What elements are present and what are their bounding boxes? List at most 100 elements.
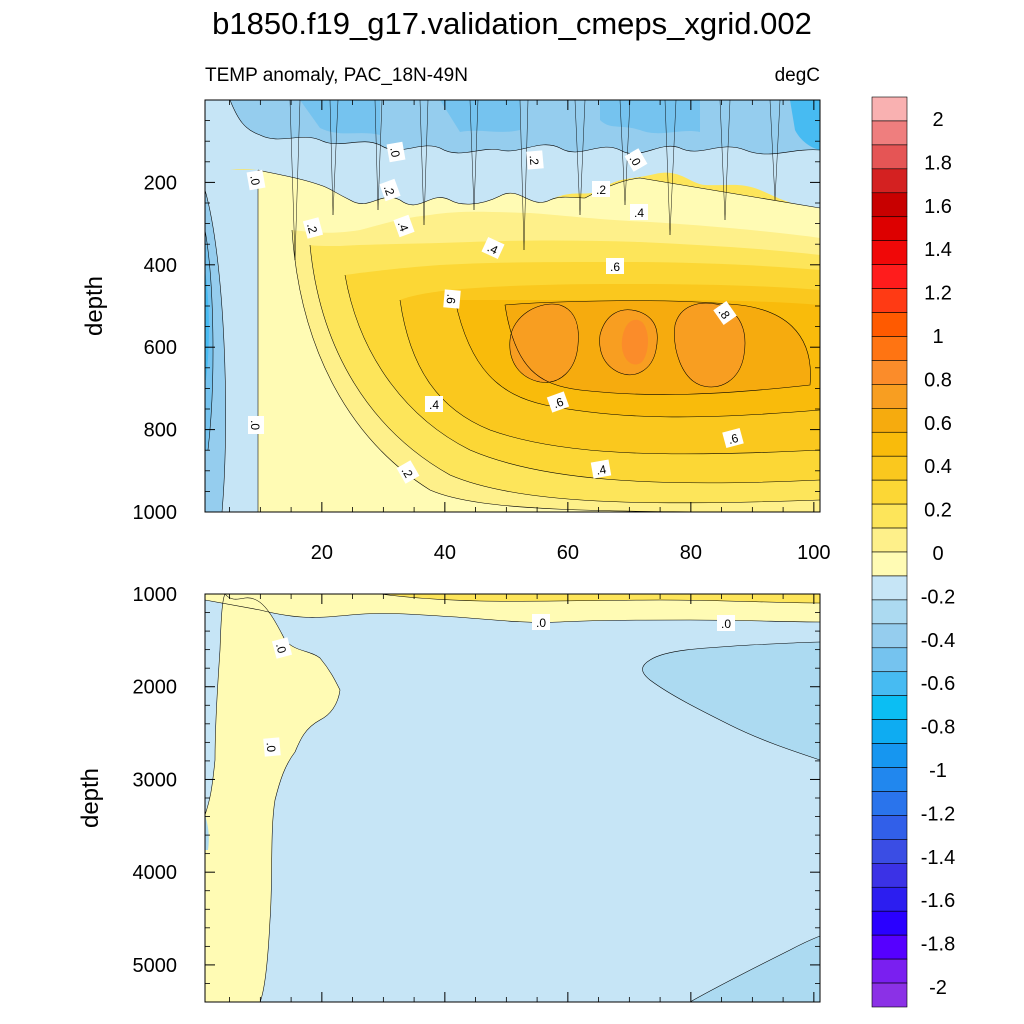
colorbar-swatch [871, 96, 908, 122]
colorbar-swatch [871, 312, 908, 337]
colorbar-tick-label: 2 [932, 109, 943, 131]
upper-contour-label-box [393, 214, 415, 238]
lower-y-tick-label: 1000 [133, 584, 178, 606]
upper-contour-label-box [713, 301, 737, 325]
upper-contour-label-box [425, 396, 443, 412]
colorbar-tick-label: -0.4 [921, 630, 955, 652]
colorbar-swatch [871, 767, 908, 792]
upper-contour-label-box [630, 204, 648, 220]
upper-contour-label: .4 [425, 396, 443, 412]
colorbar-tick-label: -0.6 [921, 673, 955, 695]
upper-contour-label: .2 [592, 181, 610, 197]
colorbar-swatch [871, 144, 908, 170]
colorbar-swatch [871, 527, 908, 553]
upper-contour-label: .2 [302, 217, 324, 239]
figure-title: b1850.f19_g17.validation_cmeps_xgrid.002 [212, 6, 812, 41]
colorbar-swatch [871, 240, 908, 265]
lower-y-axis-label: depth [77, 768, 104, 828]
subtitle-left: TEMP anomaly, PAC_18N-49N [205, 65, 468, 86]
colorbar-swatch [871, 575, 908, 601]
upper-core-4 [621, 319, 648, 365]
upper-contour-label-box [396, 460, 420, 484]
colorbar-swatch [871, 168, 908, 194]
colorbar-tick-label: 0 [932, 543, 943, 565]
upper-contour-label-text: .2 [596, 183, 606, 197]
lower-contour-fill [205, 594, 820, 1002]
colorbar-swatch [871, 982, 908, 1008]
lower-contour-label: .0 [263, 737, 281, 757]
colorbar-swatch [871, 336, 908, 361]
upper-y-tick-label: 800 [144, 420, 177, 442]
colorbar-swatch [871, 719, 908, 744]
upper-y-axis-label: depth [81, 276, 108, 336]
upper-contour-line-3 [309, 244, 820, 504]
upper-contour-line-4 [344, 274, 820, 484]
upper-surface-spike-5 [469, 100, 479, 211]
upper-left-edge-4 [205, 270, 209, 380]
colorbar-swatch [871, 671, 908, 696]
colorbar-swatch [871, 192, 908, 218]
colorbar-swatch [871, 120, 908, 146]
upper-contour-label: .4 [590, 459, 612, 479]
colorbar-swatch [871, 958, 908, 984]
colorbar-swatch [871, 455, 908, 481]
lower-contour-label: .0 [532, 614, 550, 630]
colorbar-swatch [871, 647, 908, 673]
upper-contour-label-box [526, 150, 544, 170]
lower-contour-label-text: .0 [536, 616, 546, 630]
upper-surface-spike-8 [619, 100, 631, 206]
upper-contour-label-text: .6 [610, 260, 620, 274]
colorbar-swatch [871, 216, 908, 241]
upper-surface-spike-6 [519, 100, 529, 251]
colorbar-tick-label: 1.6 [924, 196, 952, 218]
upper-contour-line-9 [599, 309, 658, 376]
lower-panel: .0 .0 .0 .0 1000 2000 3000 4000 5000 depth [77, 584, 821, 1003]
colorbar-swatch [871, 408, 908, 433]
lower-right-blue-top [642, 642, 820, 760]
upper-contour-line-7 [504, 300, 811, 395]
colorbar-swatch [871, 384, 908, 409]
upper-contour-label: .0 [246, 169, 266, 191]
colorbar-swatch [871, 863, 908, 888]
lower-top-thin [380, 594, 820, 603]
colorbar-tick-label: 1.8 [924, 152, 952, 174]
upper-contour-label: .2 [379, 178, 401, 202]
colorbar-tick-label: -1.6 [921, 890, 955, 912]
upper-x-tick-label: 60 [557, 542, 579, 564]
colorbar-swatch [871, 288, 908, 313]
upper-core-3 [674, 303, 745, 387]
upper-contour-labels: .0 .0 .0 .2 .2 .2 .2 .4 .4 .4 .6 .6 .8 .6 .6 .4 .4 .2 .0 [246, 141, 744, 484]
upper-surface-spike-1 [289, 100, 301, 261]
colorbar-swatch [871, 503, 908, 529]
upper-contour-label-text: .6 [551, 395, 565, 412]
upper-contour-label-text: .4 [595, 462, 608, 478]
upper-contour-label-box [443, 289, 461, 309]
upper-contour-label: .0 [248, 416, 264, 434]
lower-contour-line-3 [224, 594, 341, 1002]
upper-surface-spike-2 [329, 100, 339, 216]
colorbar-swatch [871, 264, 908, 289]
colorbar-swatch [871, 479, 908, 505]
upper-contour-line-8 [509, 303, 579, 383]
upper-contour-label-text: .2 [381, 183, 398, 197]
colorbar-swatch [871, 695, 908, 720]
upper-contour-label-box [546, 391, 570, 413]
lower-contour-label-text: .0 [264, 741, 279, 753]
upper-contour-label-box [246, 169, 266, 191]
upper-contour-label: .0 [386, 141, 406, 163]
lower-right-blue-bottom [690, 936, 820, 1002]
upper-contour-label: .2 [526, 150, 544, 170]
lower-contour-line-5 [642, 641, 820, 761]
colorbar-swatch [871, 431, 908, 457]
lower-axes: 1000 2000 3000 4000 5000 [133, 584, 820, 1003]
upper-contour-label-box [592, 181, 610, 197]
upper-contour-label: .6 [443, 289, 461, 309]
colorbar-tick-label: -1.4 [921, 847, 955, 869]
upper-x-tick-label: 80 [680, 542, 702, 564]
lower-contour-label: .0 [271, 637, 293, 659]
upper-contour-line-14 [205, 229, 214, 451]
colorbar-swatch [871, 815, 908, 840]
upper-y-tick-label: 400 [144, 255, 177, 277]
upper-contour-label-box [248, 416, 264, 434]
